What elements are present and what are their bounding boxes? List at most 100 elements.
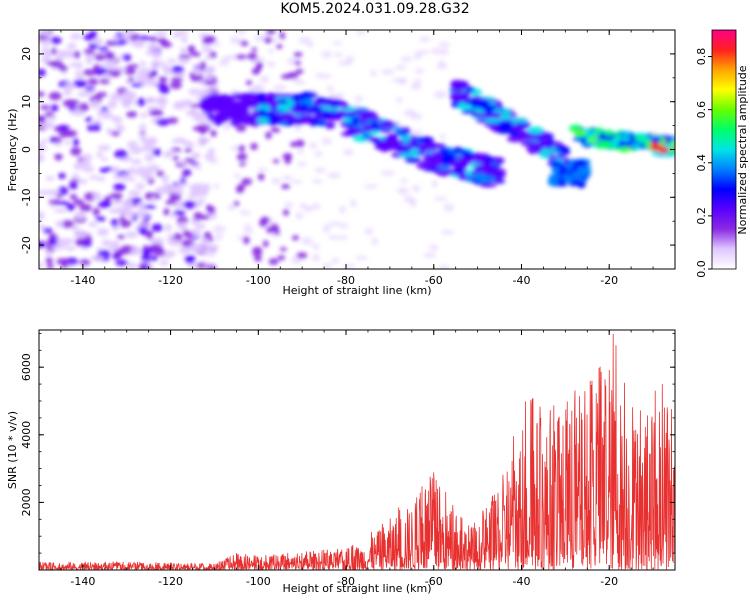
heatmap-blob <box>358 114 374 120</box>
heatmap-blob <box>203 231 212 239</box>
heatmap-blob <box>62 99 77 108</box>
heatmap-blob <box>519 131 532 138</box>
heatmap-blob <box>380 170 395 176</box>
heatmap-blob <box>293 52 303 57</box>
heatmap-blob <box>101 106 108 112</box>
heatmap-blob <box>165 250 176 258</box>
heatmap-blob <box>113 183 126 191</box>
heatmap-blob <box>351 117 360 126</box>
heatmap-blob <box>396 97 403 104</box>
heatmap-blob <box>461 109 477 114</box>
heatmap-blob <box>395 64 407 71</box>
heatmap-blob <box>315 72 323 78</box>
x-tick-label: -80 <box>337 575 355 588</box>
heatmap-blob <box>110 208 120 214</box>
heatmap-blob <box>354 95 364 102</box>
heatmap-blob <box>435 143 446 149</box>
heatmap-x-ticks: -140 -120 -100 -80 -60 -40 -20 <box>38 30 676 287</box>
heatmap-blob <box>163 208 170 216</box>
heatmap-blob <box>157 95 167 103</box>
colorbar-tick-label: 0.8 <box>695 48 708 66</box>
heatmap-blob <box>97 176 106 182</box>
heatmap-blob <box>79 203 92 212</box>
heatmap-blob <box>143 204 157 209</box>
heatmap-blob <box>187 194 198 199</box>
heatmap-blob <box>621 131 632 136</box>
heatmap-blob <box>110 131 121 137</box>
heatmap-blob <box>194 185 205 192</box>
heatmap-blob <box>241 178 253 186</box>
heatmap-blob <box>611 138 621 144</box>
heatmap-blob <box>41 30 50 37</box>
heatmap-blob <box>39 241 46 249</box>
x-tick-label: -60 <box>425 575 443 588</box>
heatmap-blob <box>279 31 286 40</box>
heatmap-blob <box>200 103 213 108</box>
heatmap-blob <box>52 137 63 143</box>
heatmap-blob <box>311 203 321 210</box>
heatmap-blob <box>197 119 206 125</box>
heatmap-blob <box>497 121 514 129</box>
heatmap-blob <box>171 65 185 74</box>
heatmap-blob <box>481 169 499 174</box>
x-tick-label: -20 <box>600 274 618 287</box>
heatmap-blob <box>181 100 194 107</box>
heatmap-blob <box>166 234 175 239</box>
heatmap-blob <box>69 178 80 183</box>
heatmap-blob <box>191 151 201 160</box>
heatmap-blob <box>439 134 446 140</box>
heatmap-blob <box>88 221 99 227</box>
heatmap-blob <box>102 113 115 119</box>
heatmap-blob <box>53 208 67 213</box>
snr-frame <box>38 329 676 571</box>
heatmap-blob <box>202 262 215 268</box>
heatmap-blob <box>577 181 586 186</box>
heatmap-blob <box>48 199 61 204</box>
heatmap-blob <box>296 161 307 167</box>
heatmap-blob <box>447 161 463 167</box>
heatmap-blob <box>339 206 347 213</box>
heatmap-blob <box>101 239 112 247</box>
heatmap-blob <box>179 247 191 254</box>
heatmap-blob <box>571 165 578 172</box>
y-tick-label: -20 <box>20 236 33 254</box>
heatmap-blob <box>332 41 343 46</box>
heatmap-blob <box>314 150 323 158</box>
heatmap-blob <box>235 186 244 194</box>
heatmap-blob <box>431 180 438 188</box>
heatmap-blob <box>251 67 261 75</box>
heatmap-blob <box>39 142 44 147</box>
heatmap-blob <box>203 80 217 86</box>
heatmap-blob <box>87 78 99 86</box>
heatmap-blob <box>587 138 600 143</box>
heatmap-blob <box>321 137 332 145</box>
heatmap-blob <box>186 231 194 239</box>
heatmap-blob <box>416 137 434 143</box>
heatmap-blob <box>575 132 584 139</box>
heatmap-blob <box>128 177 136 182</box>
heatmap-blob <box>210 129 217 138</box>
heatmap-blob <box>130 247 142 256</box>
heatmap-blob <box>119 66 127 73</box>
heatmap-blob <box>145 49 152 56</box>
heatmap-blob <box>413 79 422 84</box>
heatmap-blob <box>239 210 252 216</box>
heatmap-blob <box>182 200 197 209</box>
heatmap-blob <box>146 164 161 173</box>
heatmap-blob <box>438 264 450 269</box>
heatmap-blob <box>410 82 422 91</box>
heatmap-blob <box>327 221 342 227</box>
heatmap-blob <box>251 47 258 52</box>
chart-title: KOM5.2024.031.09.28.G32 <box>280 1 470 17</box>
heatmap-blob <box>96 151 103 158</box>
heatmap-blob <box>129 146 143 155</box>
heatmap-blob <box>215 94 233 99</box>
heatmap-blob <box>119 219 132 228</box>
heatmap-blob <box>295 68 304 75</box>
heatmap-blob <box>231 100 243 109</box>
heatmap-blob <box>633 133 649 137</box>
heatmap-blob <box>136 201 146 211</box>
heatmap-blob <box>138 226 148 235</box>
heatmap-blob <box>158 76 168 84</box>
